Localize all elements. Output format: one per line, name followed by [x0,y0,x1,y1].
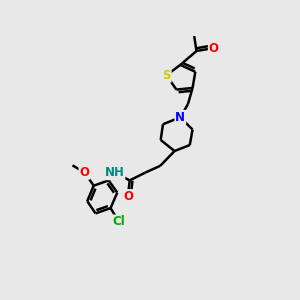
Text: NH: NH [104,166,124,179]
Text: Cl: Cl [113,215,125,229]
Text: N: N [175,111,185,124]
Text: O: O [209,41,219,55]
Text: S: S [162,69,171,82]
Text: O: O [123,190,133,203]
Text: O: O [80,166,89,179]
